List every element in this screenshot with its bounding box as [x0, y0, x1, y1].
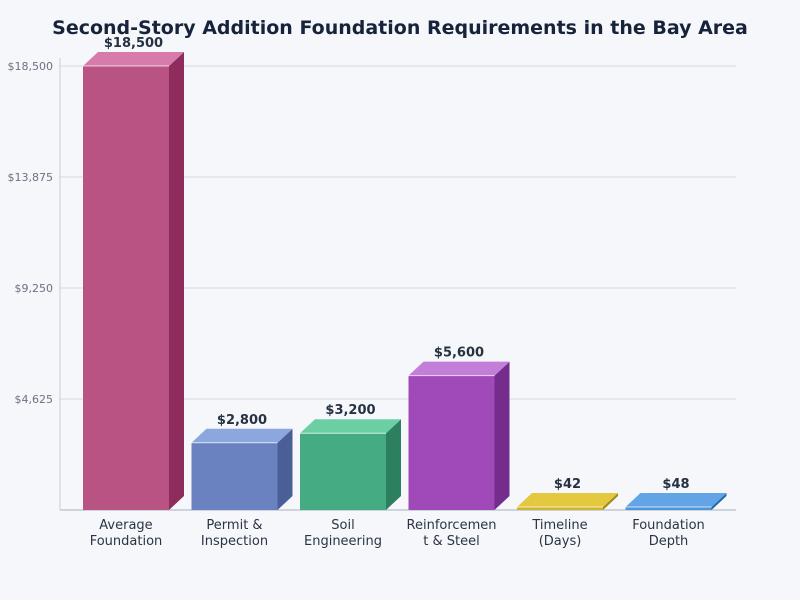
- x-tick-label: Reinforcemen: [407, 518, 497, 533]
- bars: [83, 52, 727, 510]
- x-tick-label: Depth: [649, 534, 689, 549]
- bar-top: [300, 419, 401, 434]
- bar: [83, 66, 169, 510]
- y-tick-label: $18,500: [8, 60, 54, 73]
- y-tick-label: $4,625: [15, 393, 54, 406]
- bar: [408, 375, 495, 510]
- x-tick-label: t & Steel: [423, 534, 479, 549]
- bar-side: [386, 419, 401, 510]
- bar-side: [711, 493, 727, 510]
- bar: [517, 507, 603, 510]
- x-tick-label: Foundation: [632, 518, 705, 533]
- x-tick-label: Soil: [331, 518, 354, 533]
- x-tick-label: Permit &: [206, 518, 262, 533]
- bar-side: [494, 361, 510, 510]
- bar-side: [277, 428, 293, 510]
- x-tick-label: Inspection: [201, 534, 268, 549]
- x-tick-label: Average: [99, 518, 152, 533]
- axes: $4,625 $9,250 $13,875 $18,500: [8, 58, 736, 511]
- bar-top: [517, 493, 618, 507]
- bar: [625, 507, 712, 510]
- bar: [300, 433, 386, 510]
- data-label: $2,800: [217, 413, 267, 428]
- bar: [191, 442, 278, 510]
- bar-top: [625, 493, 727, 507]
- data-label: $18,500: [104, 36, 163, 51]
- data-label: $48: [662, 477, 689, 492]
- x-tick-label: Timeline: [531, 518, 587, 533]
- data-label: $5,600: [434, 346, 484, 361]
- bar-top: [191, 428, 293, 443]
- x-tick-label: (Days): [539, 534, 582, 549]
- bar-side: [603, 493, 618, 510]
- bar-side: [169, 52, 184, 510]
- bar-top: [83, 52, 184, 66]
- data-label: $42: [554, 477, 581, 492]
- data-label: $3,200: [325, 403, 375, 418]
- y-tick-label: $13,875: [8, 171, 54, 184]
- y-tick-label: $9,250: [15, 282, 54, 295]
- x-tick-label: Engineering: [304, 534, 382, 549]
- x-tick-label: Foundation: [90, 534, 163, 549]
- chart-title: Second-Story Addition Foundation Require…: [52, 17, 748, 39]
- bar-top: [408, 361, 510, 376]
